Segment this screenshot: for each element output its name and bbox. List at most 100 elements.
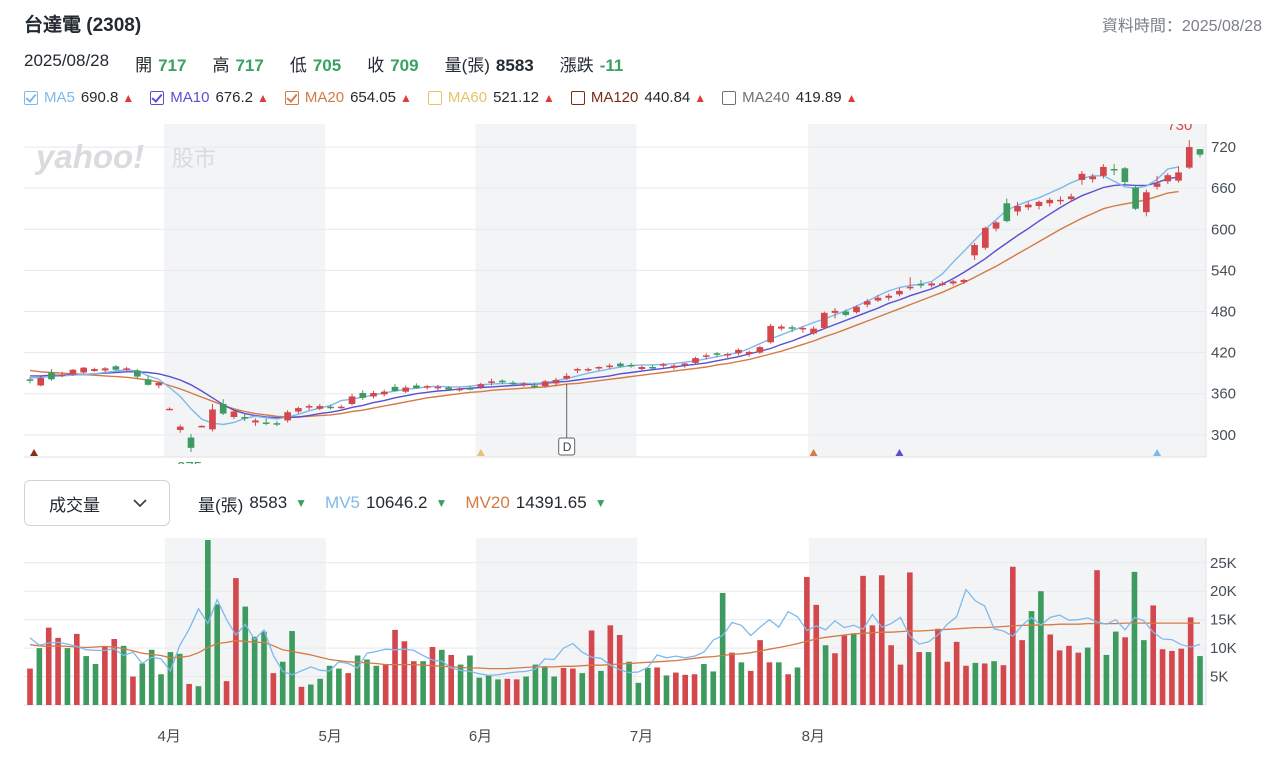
candle-body [981, 227, 989, 248]
x-month-label: 7月 [630, 728, 653, 745]
checkbox-icon[interactable] [24, 90, 38, 105]
ma-value: 676.2 [215, 89, 254, 106]
candle [1035, 200, 1043, 210]
volume-chart[interactable]: 5K 10K 15K 20K 25K 4月 5月 6月 7月 8月 [0, 530, 1280, 764]
indicator-dropdown[interactable]: 成交量 [24, 480, 170, 526]
candle-body [488, 381, 495, 383]
candle [284, 410, 291, 423]
candle-body [563, 375, 571, 379]
volume-bar [532, 664, 539, 705]
volume-bar [354, 655, 361, 705]
candle [134, 369, 141, 379]
candle [928, 282, 935, 288]
volume-bar [551, 676, 557, 705]
volume-bar [1131, 571, 1138, 705]
ma-legend-ma5[interactable]: MA5 690.8 ▲ [24, 89, 134, 106]
volume-bar [410, 661, 417, 705]
volume-bar [541, 666, 548, 705]
volume-bar [766, 662, 773, 705]
candle [241, 413, 249, 422]
volume-bar [832, 653, 838, 705]
indicator-dropdown-label: 成交量 [49, 495, 100, 515]
volume-bar [289, 631, 295, 705]
up-arrow-icon: ▲ [399, 90, 412, 105]
candle [842, 309, 850, 317]
candle-body [896, 290, 903, 295]
candle [413, 383, 420, 389]
ma-name: MA5 [44, 89, 75, 106]
candle [230, 409, 238, 420]
candle-body [949, 281, 957, 284]
volume-bar [401, 641, 408, 705]
ma-legend-ma240[interactable]: MA240 419.89 ▲ [722, 89, 857, 106]
volume-bar [1159, 649, 1166, 705]
signal-triangle-icon [895, 449, 904, 456]
ma-legend-ma120[interactable]: MA120 440.84 ▲ [570, 89, 707, 106]
candle-body [434, 386, 442, 389]
volume-bar [270, 673, 277, 705]
volume-bar [813, 604, 820, 705]
candle [724, 352, 732, 359]
candle-body [498, 380, 506, 383]
candle-body [209, 409, 216, 430]
candle-body [713, 353, 721, 355]
volume-header: 成交量 量(張) 8583 ▼ MV5 10646.2 ▼ MV20 14391… [24, 480, 625, 526]
volume-bar [83, 656, 89, 705]
ma-legend: MA5 690.8 ▲ MA10 676.2 ▲ MA20 654.05 ▲ MA60 521.12… [24, 89, 873, 106]
candle [767, 323, 774, 344]
up-arrow-icon: ▲ [122, 90, 135, 105]
candle [456, 387, 463, 392]
candle [509, 380, 517, 386]
checkbox-icon[interactable] [570, 90, 585, 105]
candle-body [552, 380, 560, 384]
volume-bar [897, 664, 904, 705]
volume-bar [757, 640, 763, 705]
ma-legend-ma60[interactable]: MA60 521.12 ▲ [427, 89, 555, 106]
candle [166, 407, 173, 411]
volume-bar [176, 653, 183, 705]
candle [26, 377, 34, 384]
candle-body [1089, 176, 1096, 180]
candle-body [1132, 187, 1139, 209]
up-arrow-icon: ▲ [694, 90, 707, 105]
candle [252, 418, 259, 426]
ma-legend-ma10[interactable]: MA10 676.2 ▲ [150, 89, 269, 106]
candle [552, 377, 560, 387]
volume-bar [429, 646, 436, 705]
checkbox-icon[interactable] [150, 90, 165, 105]
candle [1196, 149, 1204, 158]
volume-bar [1028, 611, 1035, 705]
candle [659, 362, 667, 368]
candle [477, 382, 485, 389]
candle [810, 326, 817, 335]
signal-triangle-icon [809, 449, 818, 456]
volume-bar [644, 668, 651, 705]
volume-bar [1000, 665, 1007, 705]
ma-name: MA240 [742, 89, 790, 106]
candle-body [1175, 172, 1182, 181]
volume-bar [860, 575, 866, 705]
candle-body [123, 368, 130, 370]
volume-bar [130, 676, 136, 705]
volume-bar [251, 636, 258, 705]
volume-bar [635, 682, 642, 705]
x-month-label: 4月 [158, 728, 181, 745]
ma-value: 690.8 [80, 89, 119, 106]
candle-body [262, 422, 270, 424]
volume-bar [682, 674, 689, 705]
price-chart[interactable]: 300 360 420 480 540 600 660 720 yahoo! 股市 730 275 D [0, 124, 1280, 464]
checkbox-icon[interactable] [284, 90, 299, 105]
candle-body [26, 379, 34, 381]
x-month-label: 5月 [319, 728, 342, 745]
volume-bar [944, 661, 951, 705]
checkbox-icon[interactable] [722, 90, 737, 105]
candle [91, 367, 98, 372]
candle [735, 348, 742, 356]
candle-body [1078, 173, 1086, 180]
candle [992, 221, 1000, 232]
ma-legend-ma20[interactable]: MA20 654.05 ▲ [284, 89, 412, 106]
checkbox-icon[interactable] [427, 90, 442, 105]
volume-bar [64, 648, 71, 705]
candle-body [960, 279, 968, 283]
min-price-label: 275 [177, 459, 202, 464]
